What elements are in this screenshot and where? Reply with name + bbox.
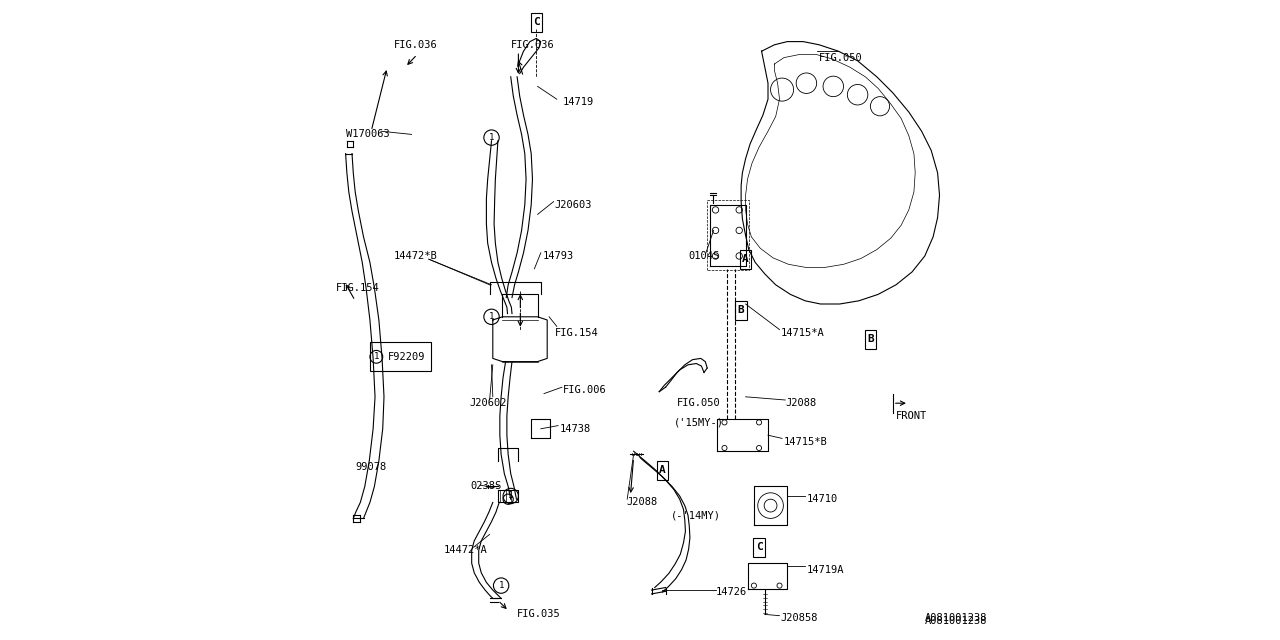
Text: 1: 1 <box>374 352 379 362</box>
Text: FIG.050: FIG.050 <box>819 52 863 63</box>
Text: 1: 1 <box>489 133 494 142</box>
Text: 14726: 14726 <box>716 587 746 597</box>
Text: 14738: 14738 <box>561 424 591 434</box>
Text: 14715*A: 14715*A <box>781 328 824 338</box>
Text: 0238S: 0238S <box>471 481 502 492</box>
Text: J20602: J20602 <box>470 398 507 408</box>
Text: 1: 1 <box>508 492 513 500</box>
Text: 1: 1 <box>498 581 504 590</box>
Text: F92209: F92209 <box>388 352 425 362</box>
Text: FIG.036: FIG.036 <box>394 40 438 50</box>
Text: 99078: 99078 <box>356 462 387 472</box>
Text: 14719A: 14719A <box>806 564 844 575</box>
Text: FIG.036: FIG.036 <box>511 40 554 50</box>
Text: J20858: J20858 <box>781 612 818 623</box>
Text: C: C <box>755 542 763 552</box>
Text: A081001238: A081001238 <box>924 616 987 626</box>
Text: W170063: W170063 <box>346 129 389 140</box>
Text: J2088: J2088 <box>626 497 657 508</box>
Text: J20603: J20603 <box>556 200 593 210</box>
Text: FIG.050: FIG.050 <box>677 398 721 408</box>
Text: ('15MY-): ('15MY-) <box>675 417 724 428</box>
Text: A: A <box>742 254 749 264</box>
Text: FIG.154: FIG.154 <box>556 328 599 338</box>
Text: A081001238: A081001238 <box>924 612 987 623</box>
Text: B: B <box>867 334 874 344</box>
Text: B: B <box>737 305 745 316</box>
Text: 14472*A: 14472*A <box>444 545 488 556</box>
Text: 14715*B: 14715*B <box>783 436 827 447</box>
Text: 14710: 14710 <box>806 494 837 504</box>
Text: J2088: J2088 <box>786 398 817 408</box>
Text: C: C <box>532 17 540 28</box>
Text: FIG.035: FIG.035 <box>517 609 561 620</box>
Text: 14793: 14793 <box>543 251 573 261</box>
Text: A: A <box>659 465 666 476</box>
Text: 1: 1 <box>489 312 494 321</box>
Text: FIG.006: FIG.006 <box>563 385 607 396</box>
Text: 0104S: 0104S <box>689 251 719 261</box>
Text: (-'14MY): (-'14MY) <box>671 510 721 520</box>
Text: 14472*B: 14472*B <box>394 251 438 261</box>
Text: 14719: 14719 <box>563 97 594 108</box>
Text: FRONT: FRONT <box>896 411 927 421</box>
Text: FIG.154: FIG.154 <box>335 283 380 293</box>
